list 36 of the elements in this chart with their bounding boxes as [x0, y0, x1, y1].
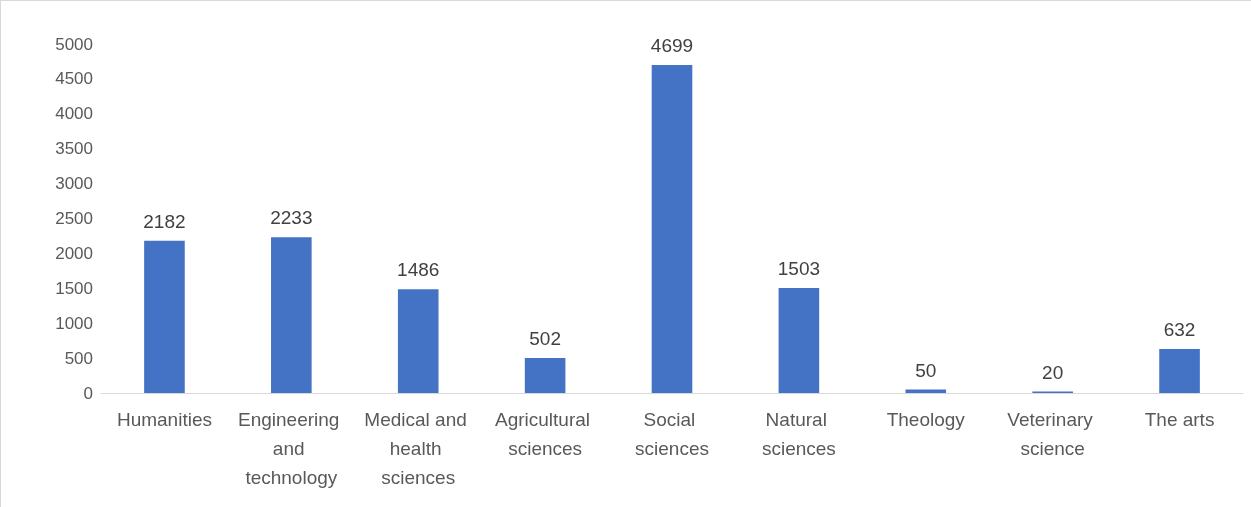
y-tick-label: 5000	[55, 34, 93, 54]
data-label: 20	[1042, 361, 1064, 383]
bar	[778, 288, 820, 393]
y-tick-label: 2000	[55, 243, 93, 263]
x-tick-label: Humanities	[116, 409, 212, 430]
data-label: 50	[915, 359, 937, 381]
x-tick-label: Medical and health sciences	[364, 409, 473, 488]
bar	[397, 289, 439, 393]
data-label: 1486	[397, 259, 440, 281]
data-label: 502	[529, 327, 561, 349]
x-tick-label: Natural sciences	[761, 409, 836, 459]
data-label: 2233	[270, 207, 313, 229]
bar	[144, 240, 185, 393]
y-tick-label: 1500	[55, 278, 93, 298]
bar	[651, 65, 693, 393]
bar	[271, 237, 312, 393]
y-tick-label: 500	[64, 348, 93, 368]
data-label: 4699	[650, 35, 694, 57]
y-tick-label: 4500	[55, 69, 93, 89]
x-tick-label: Engineering and technology	[237, 409, 345, 488]
y-tick-label: 3500	[55, 139, 93, 159]
x-tick-label: The arts	[1144, 409, 1215, 430]
x-tick-label: Agricultural sciences	[494, 409, 596, 459]
bar	[1159, 348, 1200, 393]
y-tick-label: 0	[83, 383, 93, 403]
x-tick-label: Social sciences	[635, 409, 709, 459]
y-tick-label: 4000	[55, 104, 93, 124]
bar	[524, 357, 566, 393]
x-tick-label: Veterinary science	[1007, 409, 1099, 459]
data-label: 1503	[777, 258, 821, 280]
y-tick-label: 3000	[55, 174, 93, 194]
y-tick-label: 2500	[55, 209, 93, 228]
x-tick-label: Theology	[886, 409, 966, 430]
data-label: 632	[1163, 318, 1196, 340]
data-label: 2182	[143, 210, 186, 232]
y-tick-label: 1000	[55, 313, 93, 333]
